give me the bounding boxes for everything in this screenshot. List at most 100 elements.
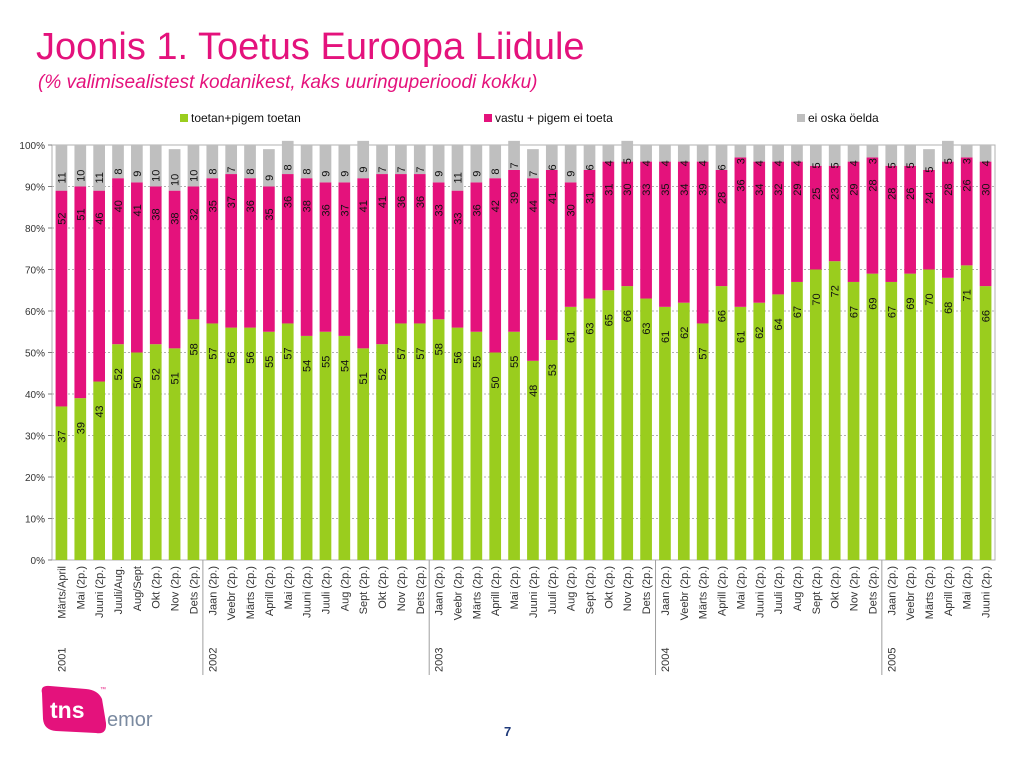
- bar-value-label: 41: [377, 196, 389, 208]
- legend-swatch: [797, 114, 805, 122]
- bar-segment: [885, 281, 898, 560]
- bar-segment: [885, 145, 898, 166]
- bar-value-label: 8: [113, 169, 125, 175]
- bar-segment: [847, 145, 860, 162]
- x-tick-label: Juuni (2p.): [94, 566, 106, 618]
- y-tick-label: 60%: [25, 307, 45, 318]
- bar-value-label: 56: [452, 351, 464, 363]
- bar-value-label: 42: [490, 200, 502, 212]
- bar-segment: [376, 344, 388, 560]
- bar-value-label: 5: [622, 158, 634, 164]
- bar-segment: [225, 145, 238, 175]
- bar-segment: [904, 273, 916, 560]
- x-tick-label: Juuli/Aug.: [113, 566, 125, 614]
- x-axis: Märts/April Mai (2p.) Juuni (2p.) Juuli/Aug…: [56, 560, 993, 675]
- bar-segment: [602, 145, 615, 162]
- bar-value-label: 11: [452, 172, 464, 183]
- bar-value-label: 35: [207, 200, 219, 212]
- bar-value-label: 57: [283, 347, 295, 359]
- bar-segment: [338, 335, 351, 560]
- y-tick-label: 40%: [25, 390, 45, 401]
- x-tick-label: Dets (2p.): [415, 566, 427, 614]
- bar-value-label: 31: [603, 183, 615, 195]
- x-tick-label: Nov (2p.): [622, 566, 634, 611]
- bar-segment: [640, 145, 652, 162]
- bar-segment: [659, 161, 671, 307]
- bar-segment: [527, 149, 539, 179]
- legend-label: ei oska öelda: [808, 111, 879, 125]
- x-tick-label: Sept (2p.): [358, 566, 370, 614]
- bar-segment: [583, 145, 596, 170]
- bar-segment: [357, 348, 370, 560]
- bar-segment: [734, 157, 747, 307]
- legend-label: toetan+pigem toetan: [191, 111, 301, 125]
- bar-value-label: 55: [264, 356, 276, 368]
- bar-segment: [828, 145, 841, 166]
- bar-segment: [602, 290, 615, 560]
- bar-segment: [395, 323, 407, 560]
- bar-value-label: 5: [830, 162, 842, 168]
- bar-value-label: 36: [283, 196, 295, 208]
- bar-segment: [281, 140, 294, 175]
- bar-value-label: 54: [339, 360, 351, 372]
- x-tick-label: Aprill (2p.): [943, 566, 955, 616]
- chart-title: Joonis 1. Toetus Euroopa Liidule: [36, 26, 585, 68]
- bar-value-label: 56: [245, 351, 257, 363]
- bar-value-label: 54: [302, 360, 314, 372]
- tns-emor-logo: tns emor ™: [41, 685, 153, 734]
- bar-segment: [866, 157, 879, 274]
- year-label: 2005: [886, 648, 898, 672]
- bar-value-label: 28: [717, 192, 729, 204]
- bar-segment: [74, 145, 87, 187]
- bar-value-label: 6: [717, 164, 729, 170]
- bar-value-label: 7: [415, 166, 427, 172]
- page-number: 7: [504, 724, 512, 739]
- bar-value-label: 32: [773, 183, 785, 195]
- bar-value-label: 3: [962, 158, 974, 164]
- bar-value-label: 32: [188, 208, 200, 220]
- y-tick-label: 70%: [25, 266, 45, 277]
- bar-value-label: 8: [490, 169, 502, 175]
- bar-segment: [187, 145, 200, 187]
- bar-segment: [470, 182, 483, 332]
- bar-value-label: 50: [490, 376, 502, 388]
- bar-value-label: 3: [735, 158, 747, 164]
- x-tick-label: Okt (2p.): [603, 566, 615, 609]
- y-tick-label: 100%: [19, 141, 45, 152]
- bar-segment: [885, 165, 898, 282]
- x-tick-label: Veebr (2p.): [679, 566, 691, 620]
- bar-segment: [206, 145, 219, 179]
- bar-value-label: 31: [585, 192, 597, 204]
- bar-segment: [319, 145, 332, 183]
- bar-value-label: 62: [679, 327, 691, 339]
- bar-segment: [489, 145, 502, 179]
- x-tick-label: Aug/Sept: [132, 566, 144, 611]
- x-tick-label: Veebr (2p.): [452, 566, 464, 620]
- bar-value-label: 36: [415, 196, 427, 208]
- bar-value-label: 7: [377, 166, 389, 172]
- bar-segment: [979, 145, 992, 162]
- x-tick-label: Veebr (2p.): [905, 566, 917, 620]
- bar-segment: [376, 145, 388, 175]
- bar-value-label: 51: [170, 372, 182, 384]
- bar-value-label: 53: [547, 364, 559, 376]
- bar-value-label: 10: [151, 170, 163, 182]
- x-tick-label: Jaan (2p.): [886, 566, 898, 616]
- bar-value-label: 34: [679, 183, 691, 195]
- bar-segment: [677, 302, 690, 560]
- bar-segment: [93, 381, 105, 560]
- bar-value-label: 4: [792, 160, 804, 166]
- logo-tns-text: tns: [50, 697, 85, 723]
- bar-segment: [960, 145, 973, 158]
- bar-value-label: 33: [434, 204, 446, 216]
- bar-segment: [376, 174, 388, 345]
- bar-segment: [583, 298, 596, 560]
- chart-subtitle: (% valimisealistest kodanikest, kaks uur…: [38, 72, 538, 93]
- bar-value-label: 28: [867, 179, 879, 191]
- bar-value-label: 4: [849, 160, 861, 166]
- bar-segment: [395, 145, 407, 175]
- x-tick-label: Okt (2p.): [830, 566, 842, 609]
- bar-value-label: 9: [264, 175, 276, 181]
- bar-value-label: 9: [132, 171, 144, 177]
- bar-segment: [508, 140, 520, 170]
